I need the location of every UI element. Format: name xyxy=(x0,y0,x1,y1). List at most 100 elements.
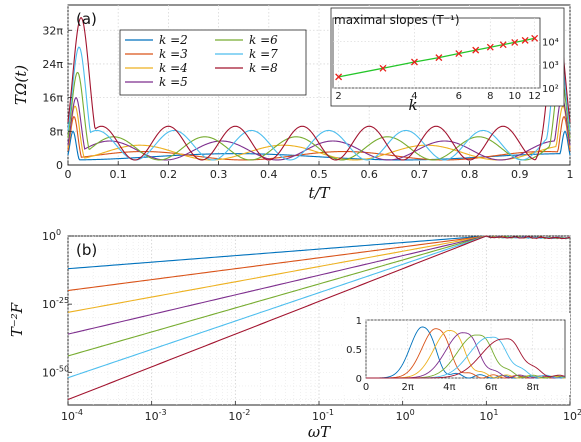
inset-marker-stroke xyxy=(410,58,418,66)
tick-label-y: 8π xyxy=(49,125,63,138)
series-line-k8 xyxy=(67,235,571,401)
legend-label-k4: k =4 xyxy=(159,61,188,75)
panel-a-ylabel: TΩ(t) xyxy=(12,65,30,105)
legend-label-k6: k =6 xyxy=(249,33,278,47)
tick-label-x: 10-3 xyxy=(145,408,167,423)
series-line-k8 xyxy=(67,17,571,161)
inset-tick-label-y: 1 xyxy=(356,316,362,327)
tick-label-x: 0.2 xyxy=(160,168,178,181)
inset-marker-stroke xyxy=(335,73,343,81)
tick-label-x: 0.6 xyxy=(360,168,378,181)
tick-label-y: 10-25 xyxy=(42,296,69,311)
tick-label-x: 10-4 xyxy=(61,408,83,423)
tick-label-x: 0.7 xyxy=(411,168,429,181)
tick-label-x: 1 xyxy=(567,168,574,181)
inset-marker-stroke xyxy=(455,50,463,57)
tick-label-x: 10-1 xyxy=(312,408,334,423)
panel-b-xlabel: ωT xyxy=(308,423,331,441)
inset-marker-k11 xyxy=(521,36,529,44)
legend-box xyxy=(119,29,307,96)
inset-tick-label-x: 10 xyxy=(508,91,521,102)
inset-tick-label-y: 10³ xyxy=(542,61,559,72)
legend-label-k5: k =5 xyxy=(159,75,188,89)
inset-tick-label-y: 0 xyxy=(356,374,362,385)
tick-label-x: 10-2 xyxy=(228,408,250,423)
tick-label-y: 100 xyxy=(42,228,61,243)
inset-marker-stroke xyxy=(472,46,480,54)
inset-marker-stroke xyxy=(511,38,519,46)
inset-marker-k6 xyxy=(455,50,463,57)
inset-tick-label-x: 2 xyxy=(335,91,341,102)
tick-label-x: 0 xyxy=(65,168,72,181)
inset-tick-label-x: 8 xyxy=(487,91,493,102)
series-line-k7 xyxy=(67,46,571,161)
inset-tick-label-x: 0 xyxy=(363,382,369,393)
panel-a-legend: k =2k =3k =4k =5 k =6k =7k =8 xyxy=(119,29,307,96)
slopes-inset-axes xyxy=(332,17,541,89)
panel-b-label: (b) xyxy=(76,241,97,259)
panel-a-label: (a) xyxy=(76,10,97,28)
inset-tick-label-y: 0.5 xyxy=(346,345,362,356)
legend-label-k3: k =3 xyxy=(159,47,188,61)
tick-label-x: 0.4 xyxy=(260,168,278,181)
tick-label-x: 100 xyxy=(396,408,415,423)
tick-label-y: 16π xyxy=(42,92,63,105)
legend-label-k7: k =7 xyxy=(249,47,278,61)
tick-label-x: 102 xyxy=(563,408,581,423)
inset-marker-k10 xyxy=(511,38,519,46)
panel-a-lines xyxy=(67,17,571,161)
inset-tick-label-x: 8π xyxy=(527,382,539,393)
inset-tick-label-x: 4π xyxy=(443,382,455,393)
series-line-k4 xyxy=(67,105,571,161)
tick-label-x: 0.3 xyxy=(210,168,228,181)
panel-b-lines xyxy=(67,235,571,401)
tick-label-y: 32π xyxy=(42,24,63,37)
panel-a-ticks: 0 0.1 0.2 0.3 0.4 0.5 0.6 0.7 0.8 0.9 108π16π24π32… xyxy=(42,24,573,181)
legend-label-k8: k =8 xyxy=(249,61,278,75)
inset-marker-k3 xyxy=(379,64,387,72)
inset-tick-label-y: 10⁴ xyxy=(542,37,559,48)
tick-label-y: 24π xyxy=(42,58,63,71)
panel-a: 0 0.1 0.2 0.3 0.4 0.5 0.6 0.7 0.8 0.9 108π16π24π32… xyxy=(12,4,574,202)
legend-label-k2: k =2 xyxy=(159,33,188,47)
slopes-inset-title: maximal slopes (T⁻¹) xyxy=(334,13,460,27)
inset-marker-stroke xyxy=(531,34,539,42)
panel-b-ylabel: T⁻²F xyxy=(8,302,26,337)
tick-label-x: 0.8 xyxy=(461,168,479,181)
inset-marker-k9 xyxy=(499,41,507,49)
inset-marker-k12 xyxy=(531,34,539,42)
tick-label-y: 10-50 xyxy=(42,364,69,379)
inset-marker-stroke xyxy=(521,36,529,44)
inset-marker-stroke xyxy=(499,41,507,49)
inset-marker-k8 xyxy=(486,43,494,51)
inset-curve-k8 xyxy=(366,338,566,379)
tick-label-x: 0.9 xyxy=(511,168,529,181)
inset-tick-label-y: 10² xyxy=(542,84,559,95)
inset-marker-k4 xyxy=(410,58,418,66)
tick-label-y: 0 xyxy=(56,159,63,172)
inset-tick-label-x: 2π xyxy=(401,382,413,393)
fidelity-inset: 0 2π 4π 6π 8π 0 0.5 1 xyxy=(344,313,570,395)
inset-marker-k7 xyxy=(472,46,480,54)
tick-label-x: 0.5 xyxy=(310,168,328,181)
inset-marker-stroke xyxy=(486,43,494,51)
tick-label-x: 101 xyxy=(479,408,498,423)
inset-tick-label-x: 12 xyxy=(528,91,541,102)
inset-marker-k5 xyxy=(435,54,443,62)
inset-tick-label-x: 6π xyxy=(485,382,497,393)
inset-marker-stroke xyxy=(435,54,443,62)
inset-marker-k2 xyxy=(335,73,343,81)
inset-tick-label-x: 6 xyxy=(456,91,462,102)
panel-a-xlabel: t/T xyxy=(308,184,330,202)
inset-curve-k2 xyxy=(366,326,566,379)
tick-label-x: 0.1 xyxy=(109,168,127,181)
inset-marker-stroke xyxy=(379,64,387,72)
slopes-inset-frame xyxy=(330,7,565,107)
series-line-k6 xyxy=(67,71,571,161)
slopes-inset-xlabel: k xyxy=(408,96,417,114)
inset-tick-label-x: 4 xyxy=(411,91,417,102)
